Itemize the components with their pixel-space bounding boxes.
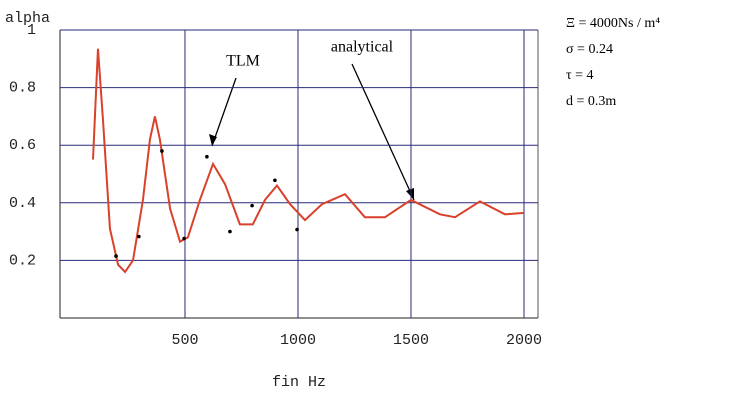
- y-axis-label: alpha: [5, 10, 50, 27]
- y-tick-label: 0.4: [9, 195, 36, 212]
- analytical-arrow: [351, 63, 415, 201]
- tlm-point: [137, 234, 141, 239]
- analytical-annotation: analytical: [331, 39, 394, 56]
- x-tick-label: 1500: [393, 332, 429, 349]
- tlm-point: [114, 254, 118, 258]
- tlm-annotation: TLM: [226, 53, 260, 70]
- y-tick-label: 0.8: [9, 80, 36, 97]
- tlm-point: [295, 227, 299, 232]
- y-tick-label: 0.6: [9, 137, 36, 154]
- tlm-point: [182, 236, 186, 241]
- parameter: Ξ = 4000Ns / m⁴: [566, 16, 660, 31]
- tlm-point: [160, 149, 164, 153]
- x-axis-label: fin Hz: [272, 374, 326, 391]
- tlm-point: [205, 154, 209, 159]
- x-tick-label: 500: [171, 332, 198, 349]
- x-tick-label: 1000: [280, 332, 316, 349]
- y-tick-label: 1: [27, 22, 36, 39]
- parameter: d = 0.3m: [566, 94, 616, 109]
- tlm-point: [228, 229, 232, 234]
- tlm-point: [250, 203, 254, 208]
- parameter: σ = 0.24: [566, 42, 613, 57]
- parameter: τ = 4: [566, 68, 594, 83]
- x-tick-label: 2000: [506, 332, 542, 349]
- tlm-arrow: [211, 77, 237, 147]
- analytical-line: [91, 48, 525, 274]
- y-tick-label: 0.2: [9, 252, 36, 269]
- analytical-arrowhead: [406, 188, 414, 200]
- tlm-arrowhead: [209, 134, 217, 146]
- tlm-point: [273, 178, 277, 183]
